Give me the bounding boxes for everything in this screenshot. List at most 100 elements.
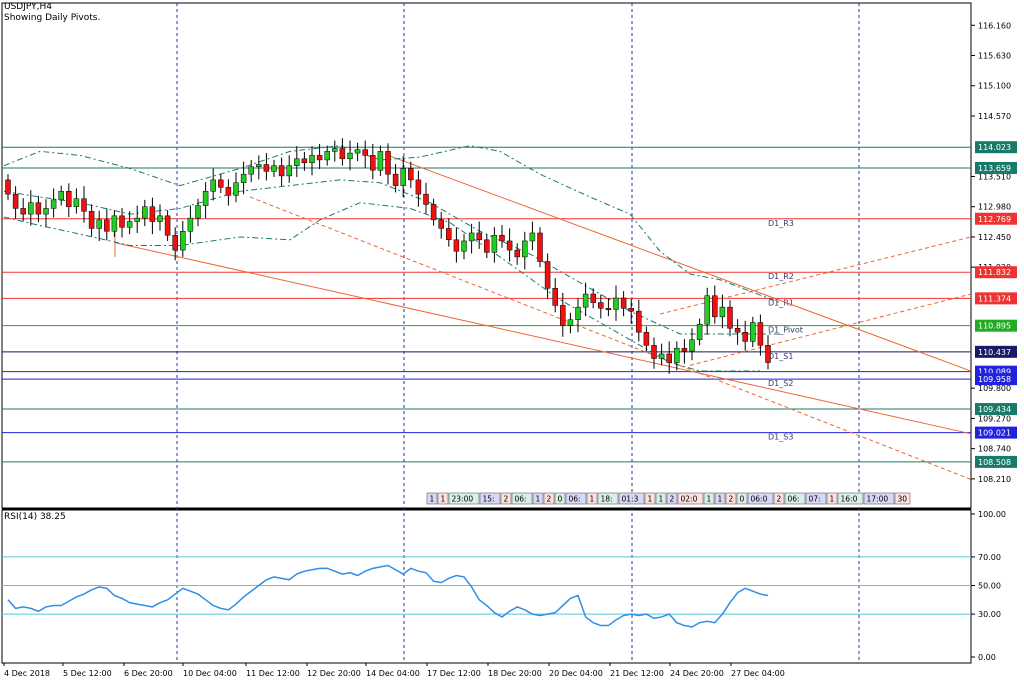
candle-body [567, 319, 574, 326]
time-box [500, 492, 512, 505]
x-axis-tick-label: 10 Dec 04:00 [183, 669, 237, 678]
candle-body [28, 202, 34, 215]
candle-body [605, 308, 612, 311]
candle-body [544, 261, 551, 289]
time-box [736, 492, 748, 505]
indicator-subtitle: Showing Daily Pivots. [4, 13, 101, 23]
time-box [703, 492, 715, 505]
candle-body [134, 217, 140, 222]
candle-body [506, 240, 513, 251]
candle-body [499, 234, 505, 242]
time-box-label: 01:3 [622, 495, 639, 504]
candle-body [332, 148, 338, 152]
time-box [448, 492, 480, 505]
price-axis-tick-label: 113.510 [978, 172, 1011, 181]
candle-body [408, 168, 414, 181]
level-tag-label: 113.659 [978, 164, 1011, 173]
pivot-label-d1-r3: D1_R3 [768, 219, 794, 228]
candle-body [202, 191, 209, 206]
level-tag-label: 112.769 [978, 215, 1011, 224]
level-tag-box [975, 403, 1017, 416]
candle-body [66, 191, 72, 207]
x-axis-tick-label: 12 Dec 20:00 [307, 669, 361, 678]
candle-body [104, 219, 110, 232]
candle-body [12, 193, 19, 209]
candle-body [294, 158, 300, 166]
price-axis-tick-label: 112.980 [978, 203, 1011, 212]
x-axis-tick-label: 14 Dec 04:00 [366, 669, 420, 678]
candle-body [423, 193, 429, 205]
level-tag-label: 109.958 [978, 375, 1011, 384]
candle-body [757, 322, 764, 346]
price-axis-tick-label: 108.210 [978, 475, 1011, 484]
rsi-axis-tick-label: 50.00 [978, 582, 1001, 591]
time-box [837, 492, 864, 505]
time-box-label: 1 [590, 495, 595, 504]
candle-body [734, 328, 741, 333]
time-box [479, 492, 501, 505]
candle-body [598, 302, 604, 309]
time-box [725, 492, 737, 505]
level-tag-box [975, 345, 1017, 358]
candle-body [560, 305, 566, 326]
pivot-label-d1-s1: D1_S1 [768, 352, 793, 361]
time-box [543, 492, 555, 505]
candle-body [43, 208, 49, 215]
rsi-title: RSI(14) 38.25 [4, 512, 66, 522]
candle-body [620, 297, 627, 309]
candle-body [240, 173, 247, 183]
pivot-label-d1-r2: D1_R2 [768, 272, 794, 281]
time-box [597, 492, 619, 505]
time-box [426, 492, 438, 505]
candle-body [651, 345, 657, 359]
x-axis-tick-label: 5 Dec 12:00 [63, 669, 112, 678]
time-box [586, 492, 598, 505]
candle-body [385, 151, 391, 175]
x-axis-tick-label: 18 Dec 20:00 [488, 669, 542, 678]
level-tag-label: 110.895 [978, 322, 1011, 331]
pivot-label-d1-pivot: D1_Pivot [768, 326, 803, 335]
time-box-label: 06: [515, 495, 527, 504]
candle-body [263, 164, 270, 172]
level-tag-box [975, 373, 1017, 386]
time-box-label: 06: [788, 495, 800, 504]
candle-body [377, 151, 384, 171]
time-box [747, 492, 774, 505]
level-tag-box [975, 455, 1017, 468]
x-axis-tick-label: 11 Dec 12:00 [246, 669, 300, 678]
x-axis-tick-label: 6 Dec 20:00 [124, 669, 173, 678]
x-axis-tick-label: 27 Dec 04:00 [731, 669, 785, 678]
level-tag-label: 111.374 [978, 294, 1011, 303]
candle-body [172, 234, 178, 251]
time-box [437, 492, 449, 505]
level-tag-box [975, 319, 1017, 332]
time-box [565, 492, 587, 505]
level-tag-label: 109.434 [978, 405, 1011, 414]
candle-body [339, 148, 346, 160]
time-box-label: 1 [430, 495, 435, 504]
time-box-label: 1 [707, 495, 712, 504]
candle-body [461, 240, 467, 252]
time-box-label: 02:0 [681, 495, 698, 504]
level-tag-box [975, 292, 1017, 305]
time-box-label: 1 [830, 495, 835, 504]
time-box-label: 07: [809, 495, 821, 504]
candle-body [362, 149, 368, 156]
time-box-label: 2 [547, 495, 552, 504]
candle-body [446, 228, 452, 241]
time-box [618, 492, 645, 505]
candle-body [590, 293, 596, 303]
candle-body [35, 202, 42, 215]
level-tag-label: 109.021 [978, 429, 1011, 438]
candle-body [415, 179, 422, 195]
time-box [714, 492, 726, 505]
candle-body [491, 234, 498, 253]
time-box-label: 2 [670, 495, 675, 504]
trend-line-mid-dashed [689, 293, 972, 366]
candle-body [119, 215, 125, 228]
candle-body [88, 211, 95, 229]
candle-body [582, 293, 589, 308]
